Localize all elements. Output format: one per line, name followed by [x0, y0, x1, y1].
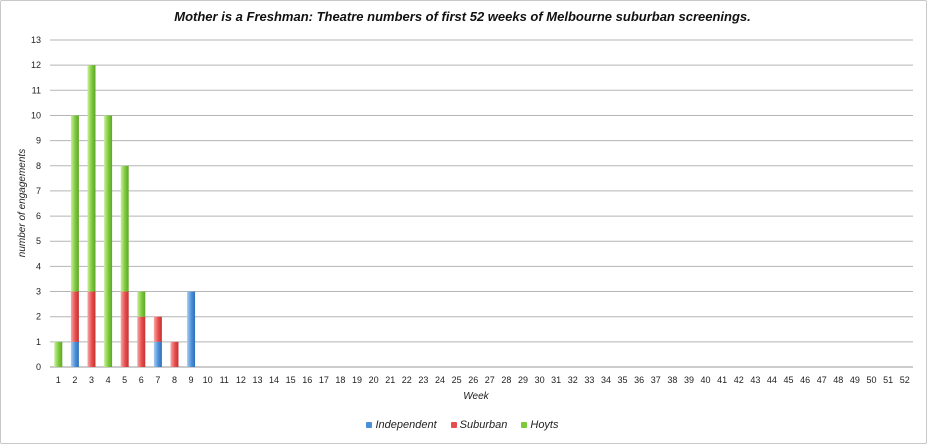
- y-tick-label: 11: [32, 85, 41, 95]
- x-tick-label: 30: [535, 375, 545, 385]
- x-tick-label: 49: [850, 375, 860, 385]
- x-tick-label: 33: [584, 375, 594, 385]
- bar-hoyts-week-2: [70, 115, 79, 292]
- x-tick-label: 42: [734, 375, 744, 385]
- y-tick-label: 6: [36, 211, 41, 221]
- y-tick-label: 5: [36, 236, 41, 246]
- x-tick-label: 12: [236, 375, 246, 385]
- bar-hoyts-week-1: [54, 341, 63, 367]
- x-tick-label: 8: [172, 375, 177, 385]
- bar-suburban-week-2: [70, 291, 79, 342]
- legend-swatch: [450, 422, 457, 428]
- x-tick-label: 47: [817, 375, 827, 385]
- x-tick-label: 34: [601, 375, 611, 385]
- x-tick-label: 15: [286, 375, 296, 385]
- x-tick-label: 44: [767, 375, 777, 385]
- x-tick-label: 52: [900, 375, 910, 385]
- chart-title: Mother is a Freshman: Theatre numbers of…: [174, 9, 751, 24]
- x-tick-label: 27: [485, 375, 495, 385]
- legend-label: Hoyts: [530, 419, 559, 431]
- bar-suburban-week-7: [153, 316, 162, 342]
- x-tick-label: 1: [56, 375, 61, 385]
- bar-suburban-week-8: [170, 341, 179, 367]
- bar-independent-week-9: [187, 291, 196, 367]
- legend-item-hoyts: Hoyts: [521, 419, 559, 431]
- y-tick-label: 9: [36, 136, 41, 146]
- x-tick-label: 50: [867, 375, 877, 385]
- gridlines: [50, 39, 913, 368]
- legend-label: Independent: [375, 419, 437, 431]
- x-tick-label: 51: [883, 375, 893, 385]
- bar-hoyts-week-5: [120, 165, 129, 292]
- y-tick-label: 13: [31, 35, 41, 45]
- legend-label: Suburban: [459, 419, 508, 431]
- bars: [54, 65, 196, 367]
- x-tick-label: 19: [352, 375, 362, 385]
- x-tick-label: 26: [468, 375, 478, 385]
- y-tick-label: 0: [36, 362, 41, 372]
- x-tick-label: 4: [106, 375, 111, 385]
- x-tick-label: 3: [89, 375, 94, 385]
- y-tick-label: 2: [36, 312, 41, 322]
- x-tick-label: 39: [684, 375, 694, 385]
- legend-swatch: [521, 422, 528, 428]
- legend-item-independent: Independent: [366, 419, 437, 431]
- x-tick-label: 36: [634, 375, 644, 385]
- x-tick-label: 38: [667, 375, 677, 385]
- x-axis-title: Week: [463, 391, 489, 402]
- chart-legend: Independent Suburban Hoyts: [0, 419, 925, 431]
- bar-suburban-week-5: [120, 291, 129, 367]
- x-tick-label: 13: [252, 375, 262, 385]
- y-tick-label: 7: [36, 186, 41, 196]
- x-tick-label: 37: [651, 375, 661, 385]
- x-tick-label: 48: [833, 375, 843, 385]
- x-tick-label: 29: [518, 375, 528, 385]
- y-tick-label: 3: [36, 287, 41, 297]
- legend-swatch: [366, 422, 373, 428]
- y-tick-label: 4: [36, 261, 41, 271]
- y-tick-label: 8: [36, 161, 41, 171]
- bar-independent-week-2: [70, 341, 79, 367]
- legend-item-suburban: Suburban: [450, 419, 508, 431]
- x-tick-label: 18: [335, 375, 345, 385]
- x-tick-label: 14: [269, 375, 279, 385]
- bar-hoyts-week-4: [104, 115, 113, 367]
- y-tick-label: 12: [31, 60, 41, 70]
- x-tick-label: 17: [319, 375, 329, 385]
- x-tick-label: 43: [750, 375, 760, 385]
- bar-suburban-week-6: [137, 316, 146, 367]
- x-tick-label: 40: [701, 375, 711, 385]
- y-tick-label: 10: [31, 110, 41, 120]
- x-tick-label: 10: [203, 375, 213, 385]
- bar-independent-week-7: [153, 341, 162, 367]
- x-tick-label: 7: [155, 375, 160, 385]
- x-tick-label: 21: [385, 375, 395, 385]
- x-tick-label: 35: [618, 375, 628, 385]
- x-tick-label: 28: [501, 375, 511, 385]
- x-tick-label: 9: [189, 375, 194, 385]
- x-tick-label: 41: [717, 375, 727, 385]
- y-axis-title: number of engagements: [17, 149, 28, 257]
- x-tick-label: 31: [551, 375, 561, 385]
- x-tick-label: 45: [784, 375, 794, 385]
- x-tick-label: 6: [139, 375, 144, 385]
- bar-suburban-week-3: [87, 291, 96, 367]
- x-tick-label: 23: [418, 375, 428, 385]
- x-tick-label: 20: [369, 375, 379, 385]
- y-tick-label: 1: [36, 337, 41, 347]
- x-tick-label: 16: [302, 375, 312, 385]
- bar-hoyts-week-3: [87, 65, 96, 292]
- x-tick-label: 22: [402, 375, 412, 385]
- bar-hoyts-week-6: [137, 291, 146, 317]
- x-tick-label: 32: [568, 375, 578, 385]
- x-tick-label: 11: [220, 375, 229, 385]
- x-tick-label: 2: [72, 375, 77, 385]
- x-tick-label: 25: [452, 375, 462, 385]
- x-tick-label: 24: [435, 375, 445, 385]
- x-tick-label: 46: [800, 375, 810, 385]
- x-tick-label: 5: [122, 375, 127, 385]
